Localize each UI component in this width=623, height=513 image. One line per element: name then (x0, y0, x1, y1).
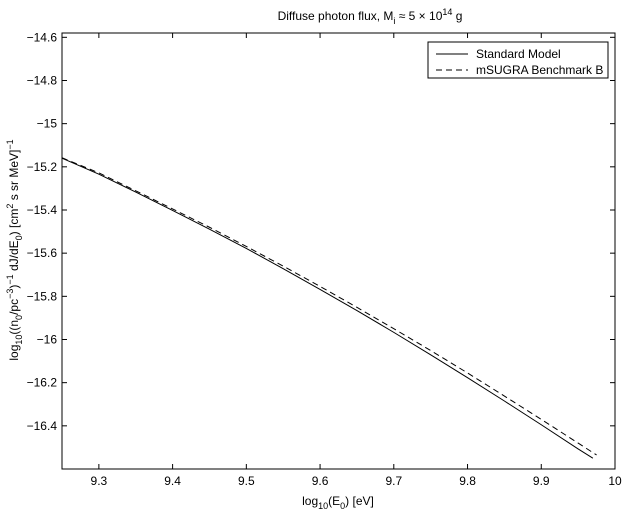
series-line-msugra-benchmark-b (61, 157, 597, 456)
y-tick-label: −14.6 (27, 30, 58, 44)
legend: Standard Model mSUGRA Benchmark B (427, 41, 609, 79)
legend-label-msugra-benchmark-b: mSUGRA Benchmark B (476, 63, 603, 77)
x-tick-label: 9.9 (533, 474, 550, 488)
y-axis-label: log10((n0/pc−3)−1 dJ/dE0) [cm2 s sr MeV]… (5, 139, 24, 360)
chart-title: Diffuse photon flux, Mi ≈ 5 × 1014 g (278, 7, 463, 26)
legend-label-standard-model: Standard Model (476, 47, 561, 61)
x-axis-ticks: 9.3 9.4 9.5 9.6 9.7 9.8 9.9 10 (91, 33, 622, 488)
y-tick-label: −15.8 (27, 289, 58, 303)
x-tick-label: 9.4 (164, 474, 181, 488)
x-tick-label: 10 (608, 474, 622, 488)
y-tick-label: −14.8 (27, 73, 58, 87)
x-tick-label: 9.3 (91, 474, 108, 488)
x-tick-label: 9.7 (385, 474, 402, 488)
y-tick-label: −15.2 (27, 160, 58, 174)
plot-frame (61, 32, 616, 470)
y-tick-label: −15.4 (27, 203, 58, 217)
x-tick-label: 9.6 (312, 474, 329, 488)
y-tick-label: −16.2 (27, 376, 58, 390)
y-tick-label: −15 (37, 117, 58, 131)
x-tick-label: 9.8 (459, 474, 476, 488)
y-tick-label: −15.6 (27, 246, 58, 260)
y-tick-label: −16 (37, 332, 58, 346)
y-tick-label: −16.4 (27, 419, 58, 433)
x-axis-label: log10(E0) [eV] (302, 494, 374, 511)
plot-area (61, 157, 597, 459)
y-axis-ticks: −14.6 −14.8 −15 −15.2 −15.4 −15.6 −15.8 −16 −16.… (27, 30, 615, 433)
legend-box (427, 41, 609, 79)
series-line-standard-model (61, 157, 594, 459)
x-tick-label: 9.5 (238, 474, 255, 488)
